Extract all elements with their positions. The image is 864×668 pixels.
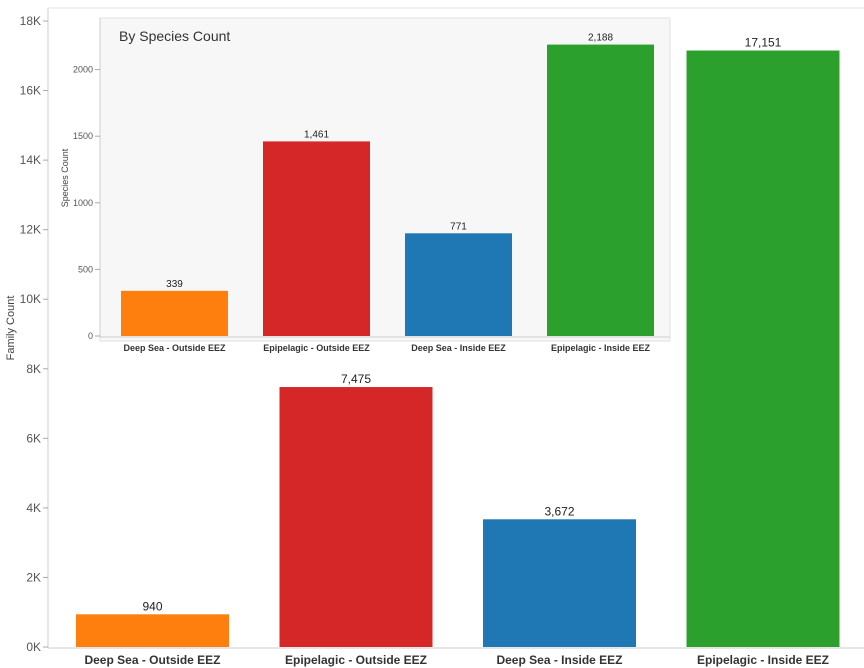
main-y-tick-label: 18K [20, 14, 41, 28]
inset-y-tick-label: 500 [78, 264, 93, 274]
inset-category-label-epipelagic-outside-eez: Epipelagic - Outside EEZ [263, 343, 370, 353]
main-category-label-epipelagic-outside-eez: Epipelagic - Outside EEZ [285, 653, 427, 667]
main-bar-deep-sea-inside-eez [483, 519, 636, 647]
inset-category-label-deep-sea-outside-eez: Deep Sea - Outside EEZ [123, 343, 226, 353]
inset-y-axis-title: Species Count [60, 148, 70, 207]
inset-data-label-deep-sea-inside-eez: 771 [450, 221, 467, 232]
main-category-label-deep-sea-outside-eez: Deep Sea - Outside EEZ [84, 653, 220, 667]
inset-bar-deep-sea-inside-eez [405, 233, 512, 336]
inset-title: By Species Count [119, 28, 230, 44]
family-count-chart: 0K 2K 4K 6K 8K 10K 12K 14K 16K 18K 940 7,475 3,672 1… [5, 7, 864, 667]
inset-y-ticks: 0 500 1000 1500 2000 [73, 65, 100, 341]
inset-bar-deep-sea-outside-eez [121, 290, 228, 336]
inset-data-label-epipelagic-inside-eez: 2,188 [588, 33, 613, 44]
main-y-tick-label: 16K [20, 84, 41, 98]
main-category-label-epipelagic-inside-eez: Epipelagic - Inside EEZ [697, 653, 829, 667]
main-bars: 940 7,475 3,672 17,151 [76, 36, 840, 648]
inset-y-tick-label: 0 [88, 331, 93, 341]
inset-bars: 339 1,461 771 2,188 [121, 33, 654, 336]
main-y-tick-label: 14K [20, 153, 41, 167]
main-y-axis-title: Family Count [5, 296, 17, 361]
main-data-label-epipelagic-inside-eez: 17,151 [745, 36, 782, 50]
main-y-tick-label: 10K [20, 292, 41, 306]
inset-data-label-epipelagic-outside-eez: 1,461 [304, 129, 329, 140]
main-data-label-deep-sea-inside-eez: 3,672 [544, 504, 574, 518]
main-category-labels: Deep Sea - Outside EEZ Epipelagic - Outsi… [84, 653, 829, 667]
inset-category-label-deep-sea-inside-eez: Deep Sea - Inside EEZ [411, 343, 506, 353]
main-bar-epipelagic-outside-eez [279, 387, 433, 647]
inset-bar-epipelagic-outside-eez [263, 141, 370, 336]
main-data-label-deep-sea-outside-eez: 940 [142, 599, 162, 613]
main-y-tick-label: 4K [26, 501, 41, 515]
inset-data-label-deep-sea-outside-eez: 339 [166, 279, 183, 290]
main-y-tick-label: 2K [26, 570, 41, 584]
main-y-tick-label: 0K [26, 640, 41, 654]
inset-y-tick-label: 2000 [73, 65, 93, 75]
main-data-label-epipelagic-outside-eez: 7,475 [341, 372, 371, 386]
inset-category-labels: Deep Sea - Outside EEZ Epipelagic - Outsi… [123, 343, 650, 353]
main-bar-epipelagic-inside-eez [686, 50, 840, 648]
inset-y-tick-label: 1500 [73, 131, 93, 141]
inset-category-label-epipelagic-inside-eez: Epipelagic - Inside EEZ [551, 343, 651, 353]
species-count-inset-chart: By Species Count 0 500 1000 1500 2000 339 1,4… [60, 17, 671, 353]
main-y-tick-label: 6K [26, 431, 41, 445]
main-bar-deep-sea-outside-eez [76, 614, 229, 647]
main-y-tick-label: 12K [20, 223, 41, 237]
main-y-tick-label: 8K [26, 362, 41, 376]
main-category-label-deep-sea-inside-eez: Deep Sea - Inside EEZ [496, 653, 622, 667]
inset-y-tick-label: 1000 [73, 198, 93, 208]
main-y-ticks: 0K 2K 4K 6K 8K 10K 12K 14K 16K 18K [20, 14, 48, 654]
inset-bar-epipelagic-inside-eez [547, 44, 654, 336]
